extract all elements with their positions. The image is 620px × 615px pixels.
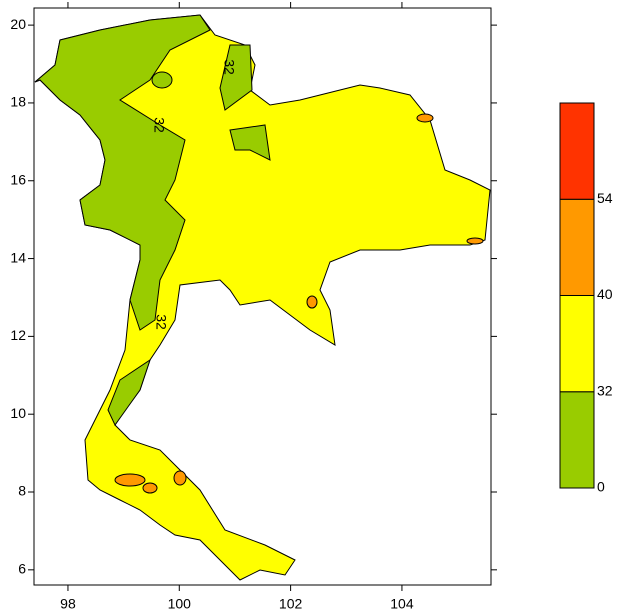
y-tick-label: 10 — [10, 405, 26, 421]
x-tick-label: 104 — [390, 596, 414, 610]
orange-zone — [114, 473, 146, 487]
y-tick-label: 14 — [10, 249, 26, 265]
green-zone — [34, 14, 211, 331]
y-tick-label: 12 — [10, 327, 26, 343]
x-tick-label: 100 — [168, 596, 192, 610]
colorbar-segment — [559, 295, 595, 393]
y-tick-label: 20 — [10, 16, 26, 32]
contour-label: 32 — [221, 59, 237, 75]
green-zone — [151, 71, 173, 89]
country — [34, 14, 491, 581]
colorbar-segment — [559, 102, 595, 200]
orange-zone — [416, 113, 434, 123]
orange-zone — [466, 237, 484, 245]
orange-zone — [173, 470, 187, 486]
y-tick-label: 6 — [18, 561, 26, 577]
green-zone — [107, 358, 151, 426]
y-tick-label: 18 — [10, 94, 26, 110]
colorbar-label: 40 — [597, 286, 613, 302]
green-zone — [219, 44, 253, 111]
contour-label: 32 — [153, 314, 169, 330]
colorbar-label: 54 — [597, 190, 613, 206]
green-zone — [229, 124, 271, 161]
orange-zone — [306, 295, 318, 309]
contour-label: 32 — [151, 117, 167, 133]
y-tick-label: 8 — [18, 483, 26, 499]
x-tick-label: 98 — [60, 596, 76, 610]
x-tick-label: 102 — [279, 596, 303, 610]
orange-zone — [142, 482, 158, 494]
colorbar-segment — [559, 391, 595, 489]
colorbar-label: 0 — [597, 479, 605, 495]
y-tick-label: 16 — [10, 171, 26, 187]
colorbar-label: 32 — [597, 382, 613, 398]
colorbar-segment — [559, 198, 595, 296]
